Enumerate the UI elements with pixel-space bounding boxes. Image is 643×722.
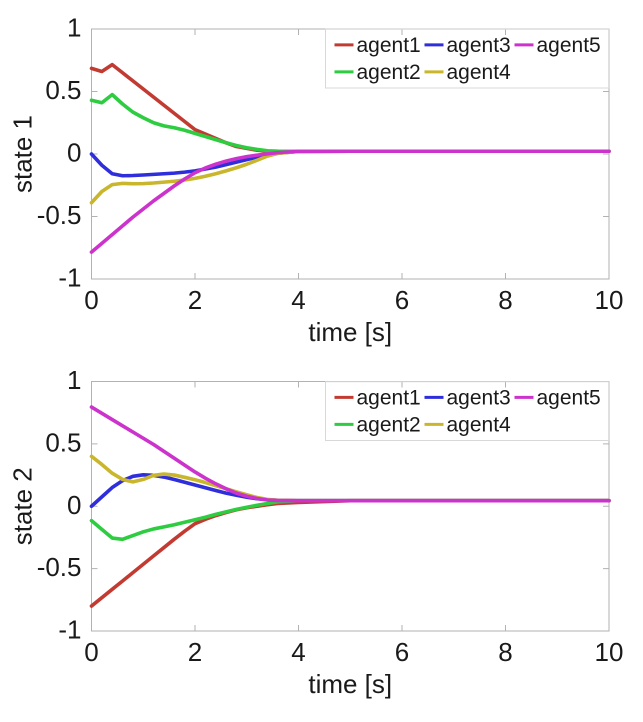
svg-text:2: 2: [188, 285, 202, 315]
svg-text:agent5: agent5: [537, 34, 601, 57]
svg-text:1: 1: [67, 13, 81, 43]
svg-text:0: 0: [67, 490, 81, 520]
svg-text:0: 0: [67, 138, 81, 168]
svg-text:10: 10: [595, 637, 624, 667]
svg-text:0: 0: [84, 285, 98, 315]
svg-text:-1: -1: [58, 263, 81, 293]
svg-text:4: 4: [291, 637, 305, 667]
svg-text:10: 10: [595, 285, 624, 315]
svg-text:4: 4: [291, 285, 305, 315]
svg-text:8: 8: [498, 637, 512, 667]
svg-text:agent3: agent3: [447, 386, 511, 409]
svg-text:agent1: agent1: [357, 34, 421, 57]
svg-text:time [s]: time [s]: [308, 317, 392, 347]
svg-text:1: 1: [67, 365, 81, 395]
svg-text:state 1: state 1: [8, 115, 38, 193]
svg-text:-0.5: -0.5: [37, 200, 82, 230]
svg-text:agent4: agent4: [447, 61, 512, 84]
svg-text:agent2: agent2: [357, 61, 421, 84]
svg-text:0.5: 0.5: [45, 75, 81, 105]
svg-text:agent4: agent4: [447, 413, 512, 436]
svg-text:agent2: agent2: [357, 413, 421, 436]
svg-text:time [s]: time [s]: [308, 669, 392, 699]
svg-text:0: 0: [84, 637, 98, 667]
svg-text:agent3: agent3: [447, 34, 511, 57]
svg-text:-1: -1: [58, 615, 81, 645]
svg-text:agent1: agent1: [357, 386, 421, 409]
svg-text:0.5: 0.5: [45, 427, 81, 457]
svg-text:-0.5: -0.5: [37, 552, 82, 582]
svg-text:8: 8: [498, 285, 512, 315]
svg-text:state 2: state 2: [8, 467, 38, 545]
svg-text:2: 2: [188, 637, 202, 667]
svg-text:6: 6: [395, 285, 409, 315]
svg-text:agent5: agent5: [537, 386, 601, 409]
svg-text:6: 6: [395, 637, 409, 667]
